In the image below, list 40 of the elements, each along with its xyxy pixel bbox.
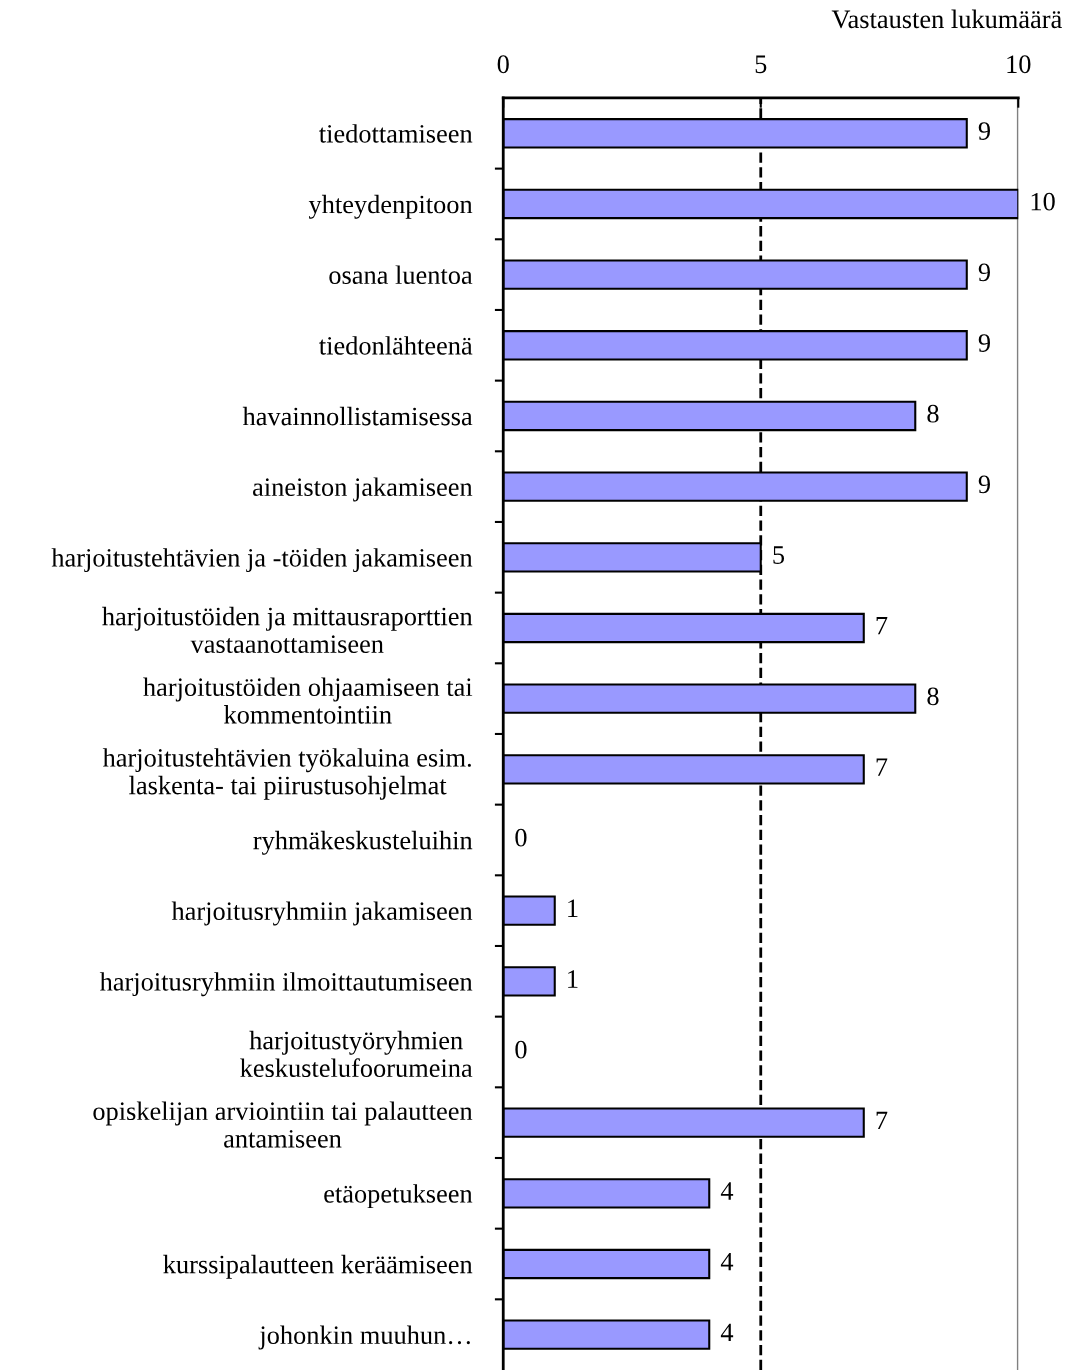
y-tick-label: tiedottamiseen (319, 124, 473, 143)
data-label: 1 (568, 970, 578, 988)
y-tick-label: harjoitustehtävien ja -töiden jakamiseen (51, 548, 473, 573)
data-label: 0 (515, 1040, 527, 1059)
y-tick-label: havainnollistamisessa (242, 406, 473, 426)
data-label: 9 (978, 263, 990, 282)
y-tick-label: aineiston jakamiseen (253, 477, 473, 502)
x-tick-label: 5 (755, 55, 767, 74)
data-label: 7 (876, 758, 888, 776)
x-tick-label: 10 (1007, 55, 1031, 74)
y-tick-label: tiedonlähteenä (319, 336, 473, 355)
x-tick-label: 0 (497, 55, 509, 74)
data-label: 5 (773, 546, 785, 564)
data-label: 7 (876, 1111, 888, 1129)
y-tick-label: ryhmäkeskusteluihin (253, 830, 473, 855)
data-label: 4 (720, 1323, 734, 1342)
data-label: 7 (876, 617, 888, 635)
y-tick-label: osana luentoa (329, 265, 473, 285)
y-tick-label: harjoitusryhmiin ilmoittautumiseen (99, 972, 473, 997)
data-label: 8 (927, 404, 939, 423)
y-tick-label: yhteydenpitoon (308, 194, 473, 219)
data-label: 1 (568, 899, 578, 917)
y-tick-label: harjoitustehtävien työkaluina esim. laskenta- tai piirustusohjelmat (102, 748, 471, 800)
y-tick-label: harjoitustyöryhmien keskustelufoorumeina (240, 1030, 473, 1078)
y-tick-label: etäopetukseen (324, 1184, 473, 1209)
y-tick-label: opiskelijan arviointiin tai palautteen antamiseen (93, 1101, 473, 1148)
y-tick-label: harjoitustöiden ja mittausraporttien vastaanottamiseen (102, 606, 473, 654)
y-tick-label: kurssipalautteen keräämiseen (163, 1254, 473, 1279)
data-label: 8 (927, 687, 939, 706)
y-tick-label: harjoitusryhmiin jakamiseen (171, 901, 473, 926)
y-tick-label: johonkin muuhun… (258, 1325, 470, 1350)
data-label: 4 (720, 1182, 734, 1200)
y-tick-label: harjoitustöiden ohjaamiseen tai kommentointiin (143, 677, 473, 724)
data-label: 0 (515, 828, 527, 847)
x-axis-title: Vastausten lukumäärä (831, 9, 1062, 29)
data-label: 9 (978, 475, 990, 494)
data-label: 9 (978, 122, 990, 140)
data-label: 4 (720, 1252, 734, 1271)
data-label: 10 (1031, 192, 1055, 211)
data-label: 9 (978, 334, 990, 352)
